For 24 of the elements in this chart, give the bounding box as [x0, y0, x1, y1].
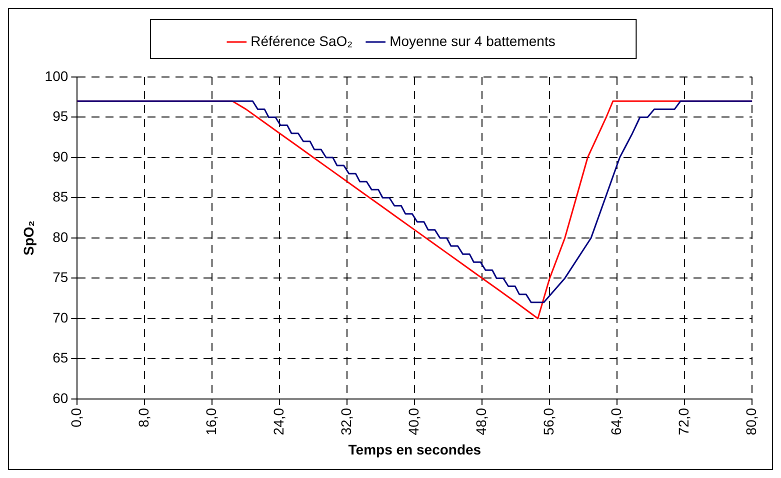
legend-label: Référence SaO₂ [250, 32, 353, 49]
x-tick-label: 0,0 [68, 408, 84, 428]
y-tick-label: 85 [52, 188, 68, 205]
y-tick-label: 100 [44, 68, 68, 84]
x-tick-label: 24,0 [270, 408, 287, 436]
y-tick-label: 60 [52, 390, 68, 406]
x-tick-label: 72,0 [676, 408, 692, 436]
x-tick-label: 40,0 [406, 408, 422, 436]
y-tick-label: 65 [52, 350, 68, 366]
y-tick-label: 95 [52, 108, 68, 124]
y-tick-label: 80 [52, 228, 68, 245]
x-tick-label: 48,0 [473, 408, 490, 436]
x-tick-label: 8,0 [136, 408, 152, 428]
y-tick-label: 90 [52, 148, 68, 164]
x-tick-label: 32,0 [338, 408, 354, 436]
x-axis-title: Temps en secondes [348, 441, 482, 458]
y-tick-label: 75 [52, 269, 68, 286]
x-tick-label: 16,0 [203, 408, 220, 436]
legend-label: Moyenne sur 4 battements [390, 32, 556, 49]
x-tick-label: 80,0 [743, 408, 760, 436]
y-tick-label: 70 [52, 309, 68, 326]
y-axis-title: SpO₂ [20, 220, 36, 256]
x-tick-label: 64,0 [608, 408, 624, 436]
x-tick-label: 56,0 [540, 408, 557, 436]
